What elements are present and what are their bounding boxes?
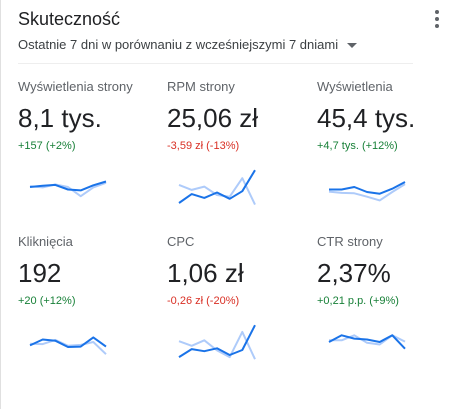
sparkline-chart bbox=[29, 336, 107, 355]
metric-label: Kliknięcia bbox=[18, 234, 73, 249]
menu-dot bbox=[435, 24, 439, 28]
metric-value: 45,4 tys. bbox=[317, 103, 416, 133]
sparkline-previous-period bbox=[29, 181, 107, 198]
sparkline-chart bbox=[178, 324, 256, 360]
metric-label: Wyświetlenia bbox=[317, 79, 393, 94]
arrow-drop-down-icon bbox=[347, 42, 358, 48]
more-vert-icon[interactable] bbox=[429, 9, 445, 31]
metric-change: -0,26 zł (-20%) bbox=[167, 295, 240, 307]
metric-tile-page-rpm[interactable]: RPM strony 25,06 zł -3,59 zł (-13%) bbox=[167, 79, 307, 229]
metric-tile-page-views[interactable]: Wyświetlenia strony 8,1 tys. +157 (+2%) bbox=[18, 79, 158, 229]
sparkline-current-period bbox=[29, 336, 107, 348]
metric-value: 1,06 zł bbox=[167, 258, 244, 288]
metric-tile-impressions[interactable]: Wyświetlenia 45,4 tys. +4,7 tys. (+12%) bbox=[317, 79, 451, 229]
metric-label: CTR strony bbox=[317, 234, 383, 249]
metric-tile-page-ctr[interactable]: CTR strony 2,37% +0,21 p.p. (+9%) bbox=[317, 234, 451, 384]
metric-label: Wyświetlenia strony bbox=[18, 79, 133, 94]
metric-change: +0,21 p.p. (+9%) bbox=[317, 295, 399, 307]
sparkline-current-period bbox=[178, 324, 256, 358]
sparkline-current-period bbox=[328, 334, 406, 350]
divider bbox=[18, 63, 413, 64]
sparkline-previous-period bbox=[178, 330, 256, 360]
date-range-dropdown[interactable]: Ostatnie 7 dni w porównaniu z wcześniejs… bbox=[18, 36, 358, 54]
sparkline-current-period bbox=[178, 169, 256, 204]
metric-value: 192 bbox=[18, 258, 62, 288]
metric-value: 25,06 zł bbox=[167, 103, 259, 133]
metric-change: +4,7 tys. (+12%) bbox=[317, 140, 398, 152]
sparkline-chart bbox=[328, 181, 406, 202]
metric-value: 8,1 tys. bbox=[18, 103, 102, 133]
metric-change: +157 (+2%) bbox=[18, 140, 76, 152]
sparkline-current-period bbox=[329, 181, 406, 195]
sparkline-chart bbox=[328, 334, 406, 350]
sparkline-previous-period bbox=[178, 177, 256, 206]
menu-dot bbox=[435, 10, 439, 14]
card-title: Skuteczność bbox=[18, 9, 121, 29]
sparkline-chart bbox=[178, 169, 256, 206]
metric-change: +20 (+12%) bbox=[18, 295, 76, 307]
metric-label: CPC bbox=[167, 234, 195, 249]
sparkline-current-period bbox=[29, 180, 107, 192]
sparkline-previous-period bbox=[29, 338, 107, 355]
metric-tile-cpc[interactable]: CPC 1,06 zł -0,26 zł (-20%) bbox=[167, 234, 307, 384]
metric-tile-clicks[interactable]: Kliknięcia 192 +20 (+12%) bbox=[18, 234, 158, 384]
sparkline-chart bbox=[29, 180, 107, 198]
metric-change: -3,59 zł (-13%) bbox=[167, 140, 240, 152]
date-range-label: Ostatnie 7 dni w porównaniu z wcześniejs… bbox=[18, 37, 339, 52]
menu-dot bbox=[435, 17, 439, 21]
metric-label: RPM strony bbox=[167, 79, 235, 94]
metric-value: 2,37% bbox=[317, 258, 391, 288]
sparkline-previous-period bbox=[328, 183, 406, 202]
